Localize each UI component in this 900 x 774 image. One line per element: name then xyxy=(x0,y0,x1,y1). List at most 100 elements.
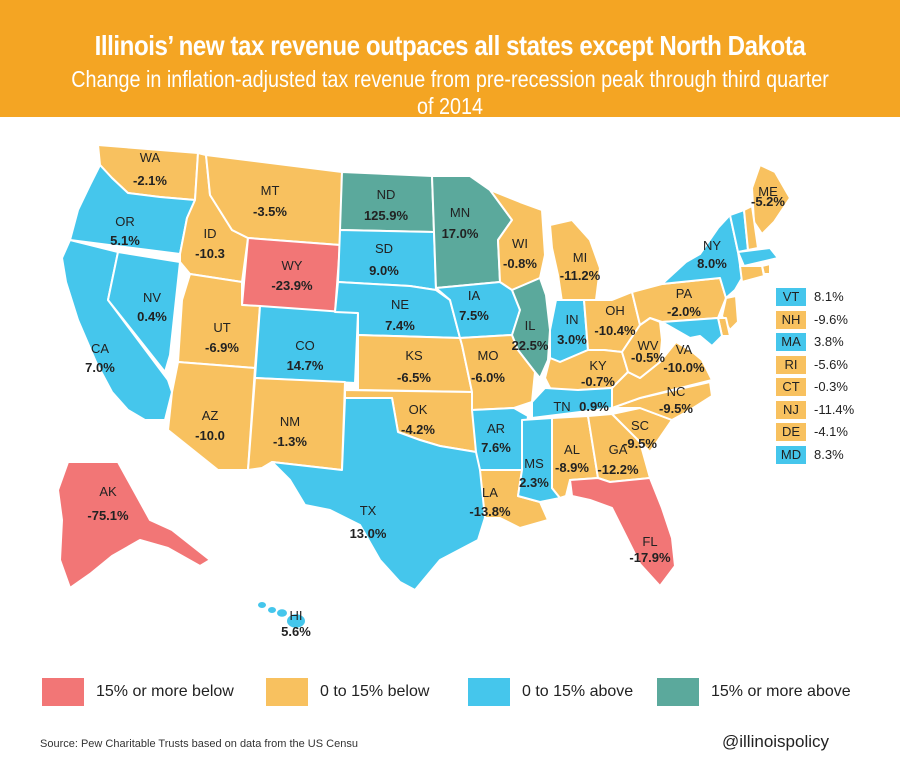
state-label-ak: AK xyxy=(99,484,117,499)
state-shape-ma xyxy=(737,247,779,267)
state-shape-tx xyxy=(271,397,491,591)
state-value-me: -5.2% xyxy=(751,194,785,209)
state-value-ga: -12.2% xyxy=(597,462,639,477)
state-value-wi: -0.8% xyxy=(503,256,537,271)
small-state-value: -11.4% xyxy=(814,401,855,417)
state-label-ut: UT xyxy=(213,320,230,335)
state-value-sc: -9.5% xyxy=(623,436,657,451)
state-label-ok: OK xyxy=(409,402,428,417)
state-shape-nv xyxy=(107,251,181,373)
legend-swatch xyxy=(42,678,84,706)
state-value-ok: -4.2% xyxy=(401,422,435,437)
state-value-nv: 0.4% xyxy=(137,309,167,324)
state-label-nc: NC xyxy=(667,384,686,399)
state-label-ga: GA xyxy=(609,442,628,457)
state-value-ny: 8.0% xyxy=(697,256,727,271)
state-value-la: -13.8% xyxy=(469,504,511,519)
state-shape-co xyxy=(254,305,359,384)
legend-swatch xyxy=(266,678,308,706)
small-state-swatch: MA xyxy=(776,333,806,351)
state-label-wy: WY xyxy=(282,258,303,273)
legend-label: 15% or more above xyxy=(711,683,851,700)
small-state-swatch: NJ xyxy=(776,400,806,419)
state-label-ks: KS xyxy=(405,348,423,363)
state-label-ne: NE xyxy=(391,297,409,312)
small-state-swatch: VT xyxy=(776,288,806,306)
state-value-ky: -0.7% xyxy=(581,374,615,389)
state-label-mn: MN xyxy=(450,205,470,220)
small-state-value: 3.8% xyxy=(814,334,844,349)
state-value-pa: -2.0% xyxy=(667,304,701,319)
state-value-wv: -0.5% xyxy=(631,350,665,365)
title-banner: Illinois’ new tax revenue outpaces all s… xyxy=(0,0,900,119)
small-state-swatch: DE xyxy=(776,423,806,441)
state-label-co: CO xyxy=(295,338,315,353)
state-value-ak: -75.1% xyxy=(87,508,129,523)
state-label-sd: SD xyxy=(375,241,393,256)
small-state-swatch: NH xyxy=(776,310,806,329)
state-value-nd: 125.9% xyxy=(364,208,409,223)
state-value-il: 22.5% xyxy=(512,338,549,353)
state-value-sd: 9.0% xyxy=(369,263,399,278)
small-state-value: 8.3% xyxy=(814,446,844,462)
state-label-tx: TX xyxy=(360,503,377,518)
state-label-ar: AR xyxy=(487,421,505,436)
state-label-me: ME xyxy=(758,184,778,199)
state-value-ia: 7.5% xyxy=(459,308,489,323)
state-label-mt: MT xyxy=(261,183,280,198)
state-label-il: IL xyxy=(525,318,536,333)
state-label-hi: HI xyxy=(290,608,303,623)
state-value-nc: -9.5% xyxy=(659,401,693,416)
state-value-ar: 7.6% xyxy=(481,440,511,455)
state-value-ne: 7.4% xyxy=(385,318,415,333)
legend-label: 15% or more below xyxy=(96,683,234,700)
us-map: WA -2.1% OR 5.1% CA 7.0% NV 0.4% ID -10.3 MT -3.5% W… xyxy=(57,144,791,639)
state-shape-hi xyxy=(258,602,266,608)
small-state-swatch: RI xyxy=(776,355,806,374)
small-state-value: -5.6% xyxy=(814,356,848,372)
state-label-tn: TN xyxy=(553,399,570,414)
chart-title: Illinois’ new tax revenue outpaces all s… xyxy=(94,30,806,61)
state-label-wi: WI xyxy=(512,236,528,251)
state-value-in: 3.0% xyxy=(557,332,587,347)
state-shape-hi xyxy=(268,607,276,613)
state-value-mn: 17.0% xyxy=(442,226,479,241)
state-label-va: VA xyxy=(676,342,693,357)
state-label-wv: WV xyxy=(638,338,659,353)
state-shape-md xyxy=(661,317,723,347)
state-label-oh: OH xyxy=(605,303,625,318)
state-value-fl: -17.9% xyxy=(629,550,671,565)
state-label-wa: WA xyxy=(140,150,161,165)
state-label-ca: CA xyxy=(91,341,109,356)
state-label-fl: FL xyxy=(642,534,657,549)
state-shape-ar xyxy=(471,407,529,471)
state-value-mi: -11.2% xyxy=(560,268,601,283)
state-shape-ak xyxy=(57,461,211,589)
state-label-sc: SC xyxy=(631,418,649,433)
state-label-pa: PA xyxy=(676,286,693,301)
small-state-swatch: MD xyxy=(776,445,806,464)
state-label-nm: NM xyxy=(280,414,300,429)
state-label-ia: IA xyxy=(468,288,481,303)
small-state-value: -4.1% xyxy=(814,424,848,439)
state-value-tn: 0.9% xyxy=(579,399,609,414)
state-label-mi: MI xyxy=(573,250,587,265)
state-shape-nh xyxy=(743,205,759,251)
state-value-mo: -6.0% xyxy=(471,370,505,385)
state-shape-il xyxy=(511,277,551,379)
state-value-ca: 7.0% xyxy=(85,360,115,375)
state-label-az: AZ xyxy=(202,408,219,423)
state-label-mo: MO xyxy=(478,348,499,363)
state-shape-nd xyxy=(339,171,435,233)
state-value-wa: -2.1% xyxy=(133,173,167,188)
state-label-id: ID xyxy=(204,226,217,241)
legend-swatch xyxy=(468,678,510,706)
state-value-hi: 5.6% xyxy=(281,624,311,639)
state-value-ut: -6.9% xyxy=(205,340,239,355)
state-value-ms: 2.3% xyxy=(519,475,549,490)
state-shape-hi xyxy=(287,614,305,628)
legend-swatch xyxy=(657,678,699,706)
state-value-wy: -23.9% xyxy=(271,278,313,293)
legend-label: 0 to 15% above xyxy=(522,683,634,700)
small-state-value: 8.1% xyxy=(814,289,844,304)
